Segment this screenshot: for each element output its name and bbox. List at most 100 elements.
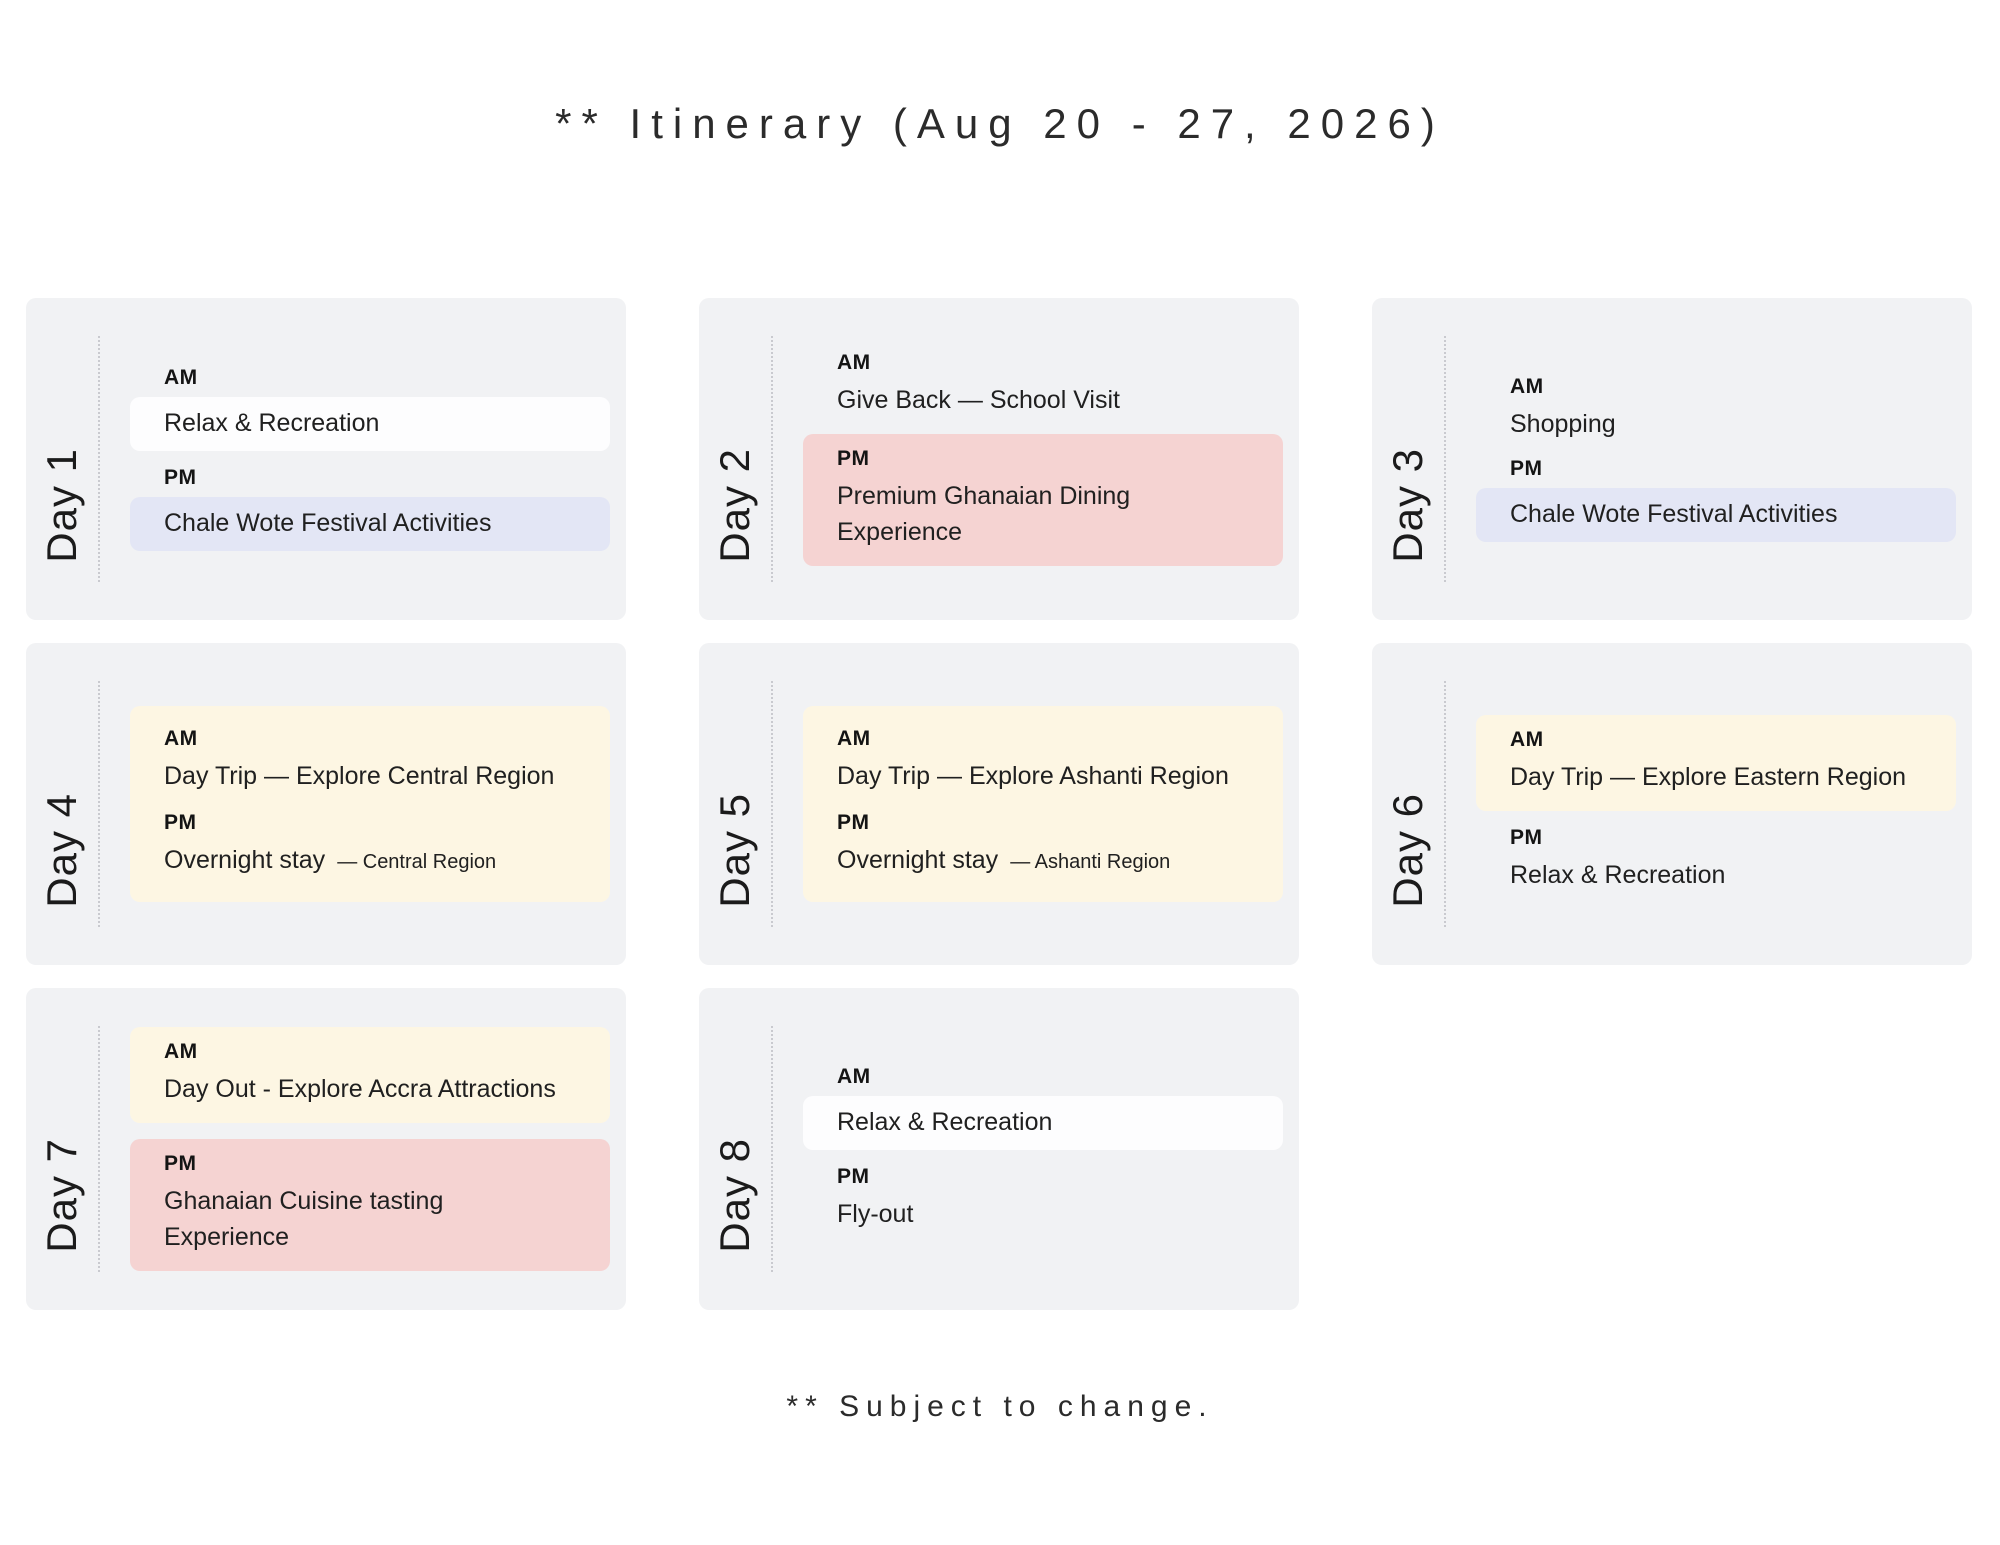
day-rail: Day 4 [26,643,98,965]
day-card-1: Day 1 AM Relax & Recreation PM Chale Wot… [26,298,626,620]
activity-plain: Overnight stay — Ashanti Region [837,842,1249,878]
day-card-5: Day 5 AM Day Trip — Explore Ashanti Regi… [699,643,1299,965]
activity-plain: Give Back — School Visit [837,382,1283,418]
time-block-am: AM Relax & Recreation [130,367,610,451]
time-label-pm: PM [164,466,197,489]
day-label: Day 8 [711,1137,758,1253]
time-label-am: AM [837,350,871,374]
time-label-pm: PM [164,811,197,834]
activity-plain: Day Trip — Explore Ashanti Region [837,758,1249,794]
activity-plain: Ghanaian Cuisine tasting Experience [164,1183,576,1256]
time-block-am: AM Give Back — School Visit [803,352,1283,418]
time-block-am: AM Relax & Recreation [803,1066,1283,1150]
day-label: Day 1 [38,447,85,563]
activity-text: Relax & Recreation [1510,861,1726,889]
time-block-pm: PM Chale Wote Festival Activities [1476,457,1956,543]
time-label-am: AM [1510,374,1544,398]
day-group-box: AM Day Trip — Explore Central Region PM … [130,705,610,903]
time-block-pm: PM Fly-out [803,1166,1283,1232]
day-divider [1444,336,1446,582]
day-card-3: Day 3 AM Shopping PM Chale Wote Festival… [1372,298,1972,620]
day-card-6: Day 6 AM Day Trip — Explore Eastern Regi… [1372,643,1972,965]
activity-text: Premium Ghanaian Dining Experience [837,481,1131,547]
activity-plain: Fly-out [837,1196,1283,1232]
time-label-pm: PM [837,811,870,834]
activity-text: Shopping [1510,409,1616,438]
day-content: AM Give Back — School Visit PM Premium G… [773,298,1299,620]
time-block-am: AM Day Trip — Explore Eastern Region [1476,714,1956,811]
day-rail: Day 2 [699,298,771,620]
day-content: AM Relax & Recreation PM Chale Wote Fest… [100,298,626,620]
activity-text: Relax & Recreation [164,408,380,437]
itinerary-page: ** Itinerary (Aug 20 - 27, 2026) Day 1 A… [26,100,1972,1423]
time-block-am: AM Day Trip — Explore Central Region [164,728,576,794]
time-block-pm: PM Chale Wote Festival Activities [130,466,610,552]
time-label-am: AM [1510,727,1544,751]
time-label-am: AM [837,1064,871,1088]
day-group-box: AM Day Trip — Explore Ashanti Region PM … [803,705,1283,903]
day-divider [98,1026,100,1272]
page-title: ** Itinerary (Aug 20 - 27, 2026) [555,100,1445,147]
day-divider [771,681,773,927]
day-content: AM Relax & Recreation PM Fly-out [773,988,1299,1310]
day-divider [771,336,773,582]
day-rail: Day 7 [26,988,98,1310]
day-divider [1444,681,1446,927]
day-divider [771,1026,773,1272]
day-rail: Day 1 [26,298,98,620]
time-label-am: AM [164,1039,198,1063]
activity-text: Overnight stay [164,846,326,874]
time-block-pm: PM Ghanaian Cuisine tasting Experience [130,1138,610,1272]
activity-text: Day Trip — Explore Eastern Region [1510,762,1907,791]
time-label-pm: PM [837,1165,870,1188]
day-rail: Day 3 [1372,298,1444,620]
activity-text: Day Trip — Explore Ashanti Region [837,761,1229,790]
activity-plain: Day Trip — Explore Eastern Region [1510,759,1922,795]
time-label-am: AM [164,726,198,750]
time-label-pm: PM [1510,457,1543,480]
day-content: AM Shopping PM Chale Wote Festival Activ… [1446,298,1972,620]
activity-text: Relax & Recreation [837,1107,1053,1136]
activity-text: Day Trip — Explore Central Region [164,761,555,790]
time-block-pm: PM Premium Ghanaian Dining Experience [803,433,1283,567]
activity-plain: Day Trip — Explore Central Region [164,758,576,794]
day-rail: Day 8 [699,988,771,1310]
activity-text: Chale Wote Festival Activities [164,509,492,537]
activity-box: Chale Wote Festival Activities [130,497,610,552]
activity-plain: Premium Ghanaian Dining Experience [837,478,1249,551]
day-content: AM Day Trip — Explore Eastern Region PM … [1446,643,1972,965]
day-label: Day 2 [711,447,758,563]
activity-plain: Day Out - Explore Accra Attractions [164,1071,576,1107]
footer-note: ** Subject to change. [786,1390,1214,1423]
activity-plain: Shopping [1510,406,1956,442]
time-label-pm: PM [1510,826,1543,849]
day-label: Day 3 [1384,447,1431,563]
day-label: Day 7 [38,1137,85,1253]
time-block-am: AM Day Trip — Explore Ashanti Region [837,728,1249,794]
time-label-am: AM [164,365,198,389]
activity-text: Fly-out [837,1200,914,1228]
day-divider [98,336,100,582]
time-block-pm: PM Overnight stay — Ashanti Region [837,812,1249,878]
day-label: Day 5 [711,792,758,908]
day-card-7: Day 7 AM Day Out - Explore Accra Attract… [26,988,626,1310]
activity-box: Relax & Recreation [803,1095,1283,1150]
activity-box: Chale Wote Festival Activities [1476,488,1956,543]
time-block-pm: PM Overnight stay — Central Region [164,812,576,878]
time-block-am: AM Shopping [1476,376,1956,442]
time-label-pm: PM [164,1151,197,1175]
day-content: AM Day Out - Explore Accra Attractions P… [100,988,626,1310]
day-divider [98,681,100,927]
day-content: AM Day Trip — Explore Ashanti Region PM … [773,643,1299,965]
day-label: Day 6 [1384,792,1431,908]
day-card-2: Day 2 AM Give Back — School Visit PM Pre… [699,298,1299,620]
day-card-8: Day 8 AM Relax & Recreation PM Fly-out [699,988,1299,1310]
activity-text: Give Back — School Visit [837,385,1120,414]
activity-plain: Overnight stay — Central Region [164,842,576,878]
time-label-am: AM [837,726,871,750]
activity-box: Relax & Recreation [130,396,610,451]
activity-text: Ghanaian Cuisine tasting Experience [164,1186,444,1252]
day-card-4: Day 4 AM Day Trip — Explore Central Regi… [26,643,626,965]
activity-suffix: — Central Region [337,851,497,873]
time-block-am: AM Day Out - Explore Accra Attractions [130,1026,610,1123]
